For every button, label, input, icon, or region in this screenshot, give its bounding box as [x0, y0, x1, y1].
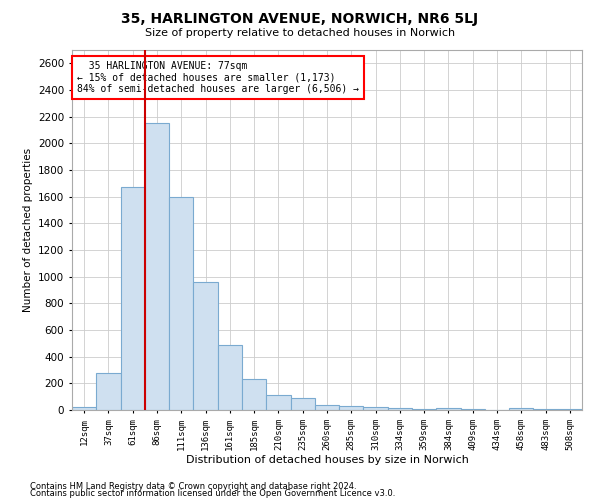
Bar	[315, 404, 339, 410]
Text: 35, HARLINGTON AVENUE, NORWICH, NR6 5LJ: 35, HARLINGTON AVENUE, NORWICH, NR6 5LJ	[121, 12, 479, 26]
Bar	[121, 188, 145, 410]
Bar	[388, 408, 412, 410]
Bar	[436, 408, 461, 410]
Bar	[193, 282, 218, 410]
Text: Contains public sector information licensed under the Open Government Licence v3: Contains public sector information licen…	[30, 490, 395, 498]
Bar	[364, 407, 388, 410]
Bar	[339, 406, 364, 410]
Bar	[169, 196, 193, 410]
Text: Contains HM Land Registry data © Crown copyright and database right 2024.: Contains HM Land Registry data © Crown c…	[30, 482, 356, 491]
Y-axis label: Number of detached properties: Number of detached properties	[23, 148, 32, 312]
Bar	[218, 344, 242, 410]
Bar	[96, 372, 121, 410]
X-axis label: Distribution of detached houses by size in Norwich: Distribution of detached houses by size …	[185, 456, 469, 466]
Bar	[290, 398, 315, 410]
Bar	[242, 380, 266, 410]
Bar	[145, 124, 169, 410]
Bar	[509, 408, 533, 410]
Bar	[72, 408, 96, 410]
Text: 35 HARLINGTON AVENUE: 77sqm
← 15% of detached houses are smaller (1,173)
84% of : 35 HARLINGTON AVENUE: 77sqm ← 15% of det…	[77, 61, 359, 94]
Bar	[266, 396, 290, 410]
Text: Size of property relative to detached houses in Norwich: Size of property relative to detached ho…	[145, 28, 455, 38]
